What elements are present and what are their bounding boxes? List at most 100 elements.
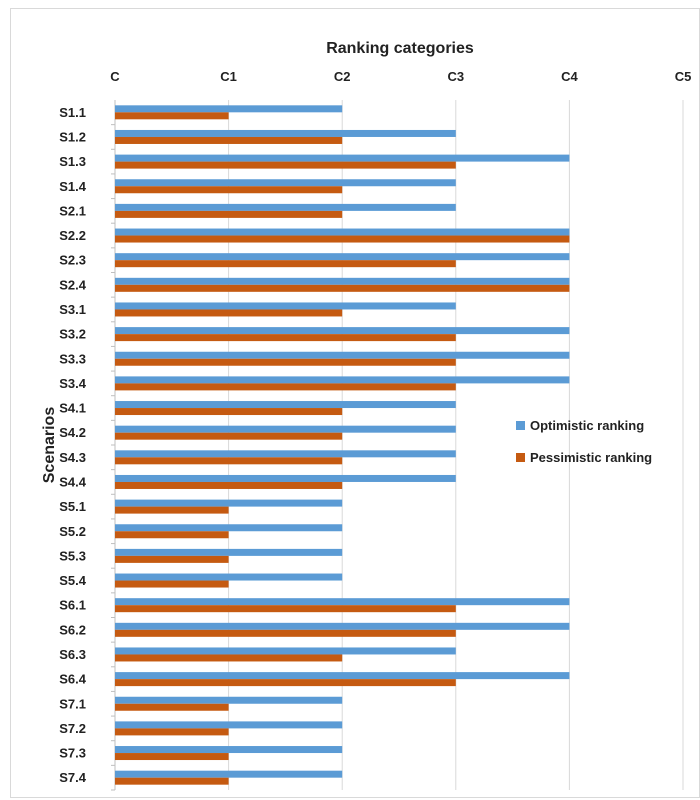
y-tick-label: S3.4	[59, 376, 87, 391]
y-tick-label: S6.2	[59, 622, 86, 637]
legend-swatch-pessimistic	[516, 453, 525, 462]
optimistic-bar	[115, 228, 570, 236]
optimistic-bar	[115, 401, 456, 409]
optimistic-bar	[115, 277, 570, 285]
optimistic-bar	[115, 474, 456, 482]
y-tick-label: S7.1	[59, 696, 86, 711]
y-tick-label: S6.1	[59, 598, 86, 613]
y-tick-label: S1.1	[59, 105, 86, 120]
pessimistic-bar	[115, 383, 456, 391]
optimistic-bar	[115, 253, 570, 261]
pessimistic-bar	[115, 112, 229, 120]
y-tick-label: S1.2	[59, 129, 86, 144]
y-tick-label: S5.3	[59, 548, 86, 563]
optimistic-bar	[115, 203, 456, 211]
optimistic-bar	[115, 598, 570, 606]
pessimistic-bar	[115, 506, 229, 514]
y-tick-label: S5.1	[59, 499, 86, 514]
optimistic-bar	[115, 450, 456, 458]
x-axis-title: Ranking categories	[326, 40, 474, 57]
optimistic-bar	[115, 129, 456, 137]
pessimistic-bar	[115, 753, 229, 761]
bars	[115, 105, 570, 785]
x-tick-label: C	[110, 69, 120, 84]
optimistic-bar	[115, 746, 343, 754]
optimistic-bar	[115, 179, 456, 187]
pessimistic-bar	[115, 334, 456, 342]
y-tick-label: S2.1	[59, 203, 86, 218]
pessimistic-bar	[115, 703, 229, 711]
optimistic-bar	[115, 425, 456, 433]
optimistic-bar	[115, 376, 570, 384]
y-tick-label: S1.3	[59, 154, 86, 169]
optimistic-bar	[115, 327, 570, 335]
y-tick-label: S6.4	[59, 672, 87, 687]
optimistic-bar	[115, 351, 570, 359]
y-tick-label: S4.3	[59, 450, 86, 465]
optimistic-bar	[115, 573, 343, 581]
pessimistic-bar	[115, 580, 229, 588]
y-tick-label: S1.4	[59, 179, 87, 194]
y-tick-label: S7.4	[59, 770, 87, 785]
optimistic-bar	[115, 647, 456, 655]
optimistic-bar	[115, 499, 343, 507]
optimistic-bar	[115, 105, 343, 113]
legend: Optimistic ranking Pessimistic ranking	[516, 418, 652, 465]
pessimistic-bar	[115, 284, 570, 292]
pessimistic-bar	[115, 481, 343, 489]
legend-label-pessimistic: Pessimistic ranking	[530, 450, 652, 465]
pessimistic-bar	[115, 210, 343, 218]
x-tick-label: C5	[675, 69, 692, 84]
labels: C C1 C2 C3 C4 C5 S1.1 S1.2 S1.3 S1.4 S2.1 S2.2 S2.3 S…	[59, 69, 691, 785]
legend-label-optimistic: Optimistic ranking	[530, 418, 644, 433]
optimistic-bar	[115, 696, 343, 704]
y-tick-label: S4.4	[59, 474, 87, 489]
y-tick-label: S6.3	[59, 647, 86, 662]
pessimistic-bar	[115, 531, 229, 539]
pessimistic-bar	[115, 358, 456, 366]
gridlines	[111, 100, 684, 791]
pessimistic-bar	[115, 629, 456, 637]
y-tick-label: S4.2	[59, 425, 86, 440]
y-tick-label: S2.4	[59, 277, 87, 292]
pessimistic-bar	[115, 777, 229, 785]
pessimistic-bar	[115, 432, 343, 440]
optimistic-bar	[115, 770, 343, 778]
optimistic-bar	[115, 721, 343, 729]
y-axis-title: Scenarios	[41, 407, 58, 484]
pessimistic-bar	[115, 728, 229, 736]
pessimistic-bar	[115, 679, 456, 687]
y-tick-label: S3.1	[59, 302, 86, 317]
pessimistic-bar	[115, 136, 343, 144]
y-tick-label: S7.2	[59, 721, 86, 736]
pessimistic-bar	[115, 235, 570, 243]
x-tick-label: C2	[334, 69, 351, 84]
x-tick-label: C3	[447, 69, 464, 84]
y-tick-label: S5.2	[59, 524, 86, 539]
legend-swatch-optimistic	[516, 421, 525, 430]
pessimistic-bar	[115, 309, 343, 317]
optimistic-bar	[115, 548, 343, 556]
x-tick-label: C4	[561, 69, 578, 84]
pessimistic-bar	[115, 555, 229, 563]
pessimistic-bar	[115, 186, 343, 194]
pessimistic-bar	[115, 654, 343, 662]
y-tick-label: S4.1	[59, 401, 86, 416]
y-tick-label: S2.2	[59, 228, 86, 243]
pessimistic-bar	[115, 408, 343, 416]
y-tick-label: S3.2	[59, 327, 86, 342]
optimistic-bar	[115, 524, 343, 532]
optimistic-bar	[115, 154, 570, 162]
y-tick-label: S2.3	[59, 253, 86, 268]
y-tick-label: S3.3	[59, 351, 86, 366]
pessimistic-bar	[115, 457, 343, 465]
y-tick-label: S7.3	[59, 746, 86, 761]
pessimistic-bar	[115, 605, 456, 613]
optimistic-bar	[115, 672, 570, 680]
pessimistic-bar	[115, 260, 456, 268]
y-tick-label: S5.4	[59, 573, 87, 588]
optimistic-bar	[115, 622, 570, 630]
x-tick-label: C1	[220, 69, 237, 84]
optimistic-bar	[115, 302, 456, 310]
